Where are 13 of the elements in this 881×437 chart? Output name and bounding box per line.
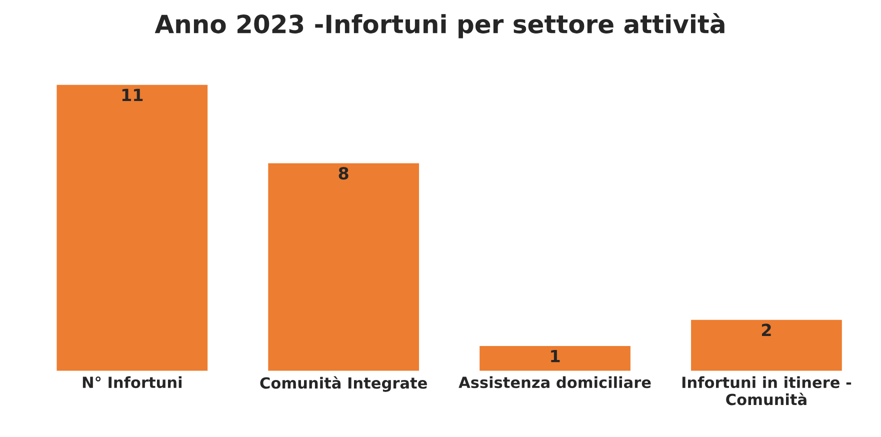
data-label: 11	[122, 88, 143, 101]
x-tick-label: Infortuni in itinere - Comunità	[682, 376, 852, 406]
chart-title: Anno 2023 -Infortuni per settore attività	[154, 13, 724, 38]
bar	[266, 162, 420, 372]
bar	[478, 344, 632, 372]
x-tick-label: Comunità Integrate	[260, 376, 427, 392]
data-label: 2	[762, 324, 771, 336]
bar	[690, 318, 844, 372]
bar	[55, 83, 209, 372]
x-tick-label: N° Infortuni	[82, 376, 182, 388]
x-tick-label: Assistenza domiciliare	[458, 376, 651, 388]
data-label: 1	[551, 350, 560, 362]
data-label: 8	[338, 166, 348, 180]
